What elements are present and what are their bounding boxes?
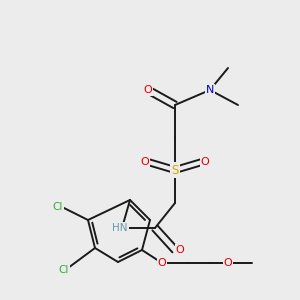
- Text: Cl: Cl: [59, 265, 69, 275]
- Text: O: O: [144, 85, 152, 95]
- Text: O: O: [158, 258, 166, 268]
- Text: O: O: [224, 258, 232, 268]
- Text: O: O: [201, 157, 209, 167]
- Text: S: S: [171, 164, 179, 176]
- Text: HN: HN: [112, 223, 128, 233]
- Text: Cl: Cl: [53, 202, 63, 212]
- Text: O: O: [176, 245, 184, 255]
- Text: N: N: [206, 85, 214, 95]
- Text: O: O: [141, 157, 149, 167]
